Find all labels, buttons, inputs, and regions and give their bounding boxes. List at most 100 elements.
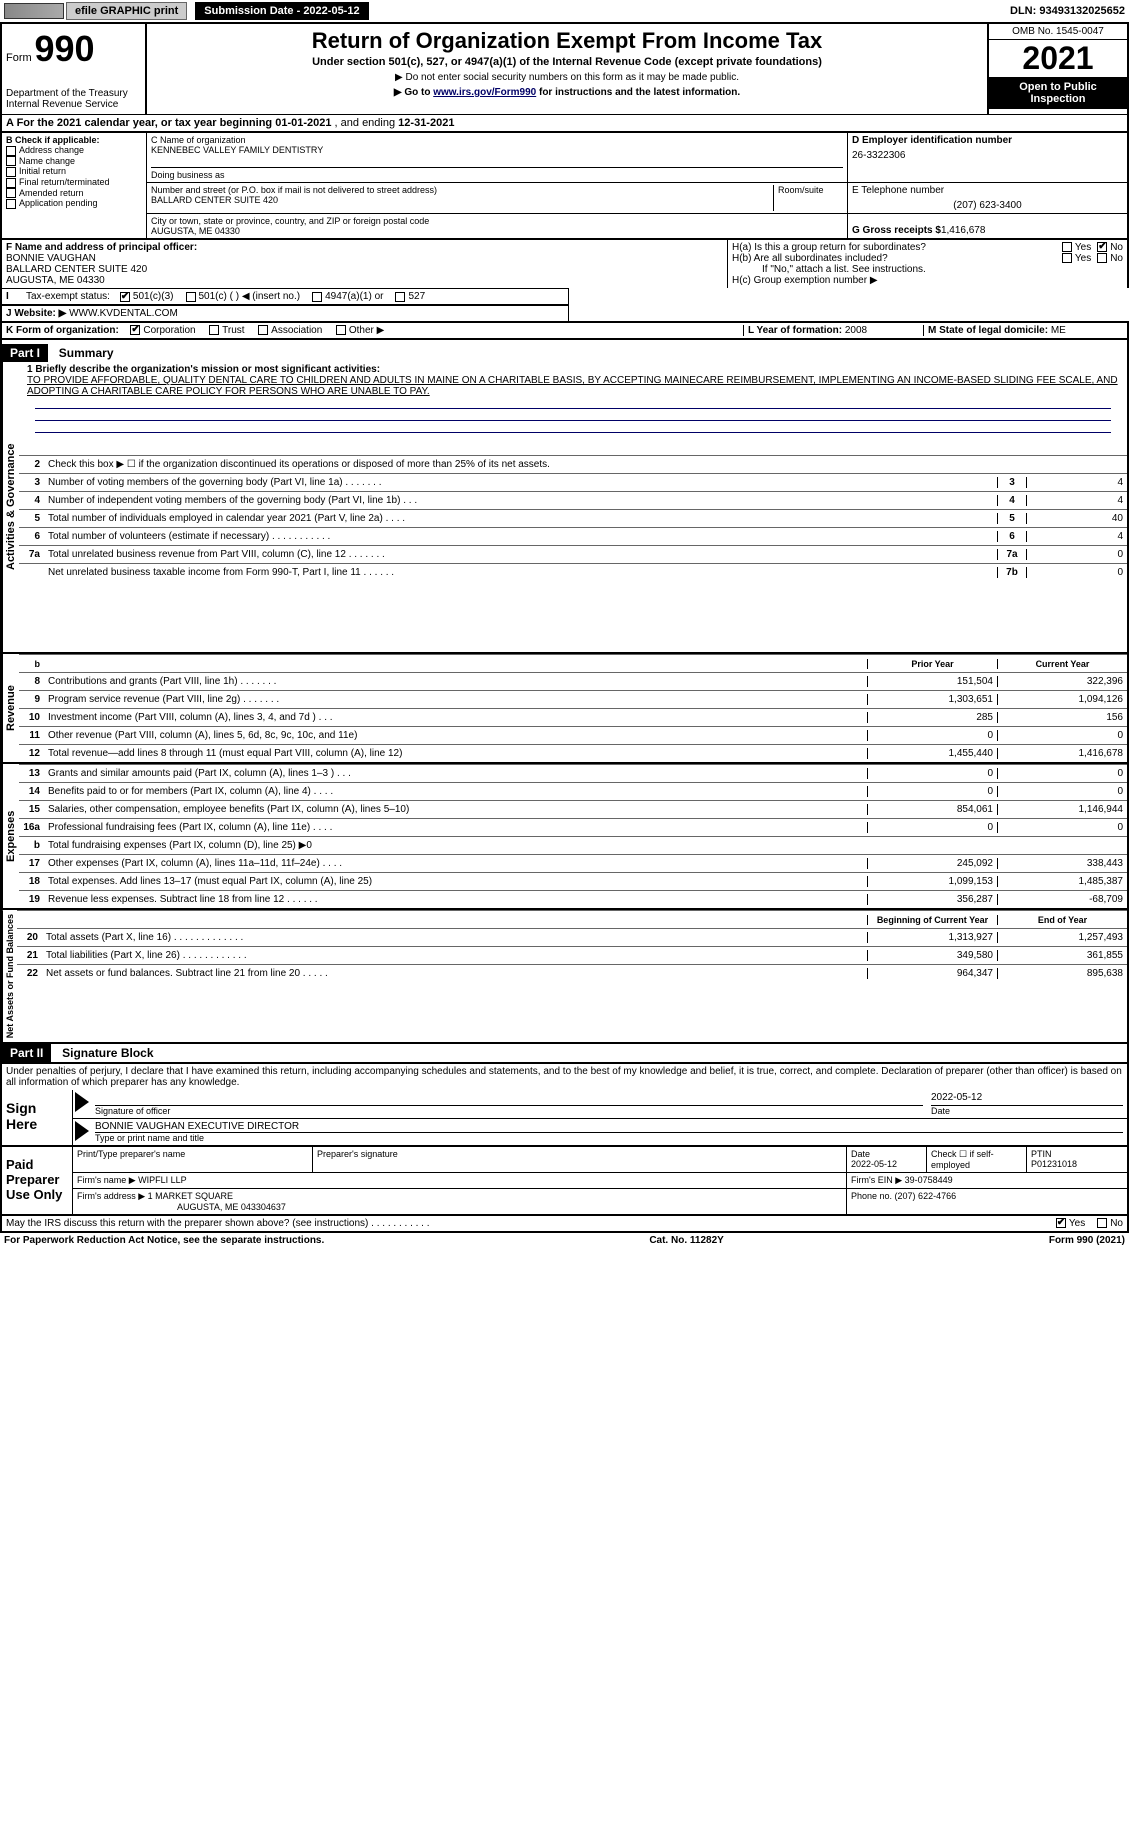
mission-text: TO PROVIDE AFFORDABLE, QUALITY DENTAL CA… xyxy=(27,375,1119,397)
k-assoc[interactable] xyxy=(258,325,268,335)
mission-label: 1 Briefly describe the organization's mi… xyxy=(27,364,380,375)
eoy-hdr: End of Year xyxy=(997,915,1127,925)
addr-label: Number and street (or P.O. box if mail i… xyxy=(151,185,773,195)
prior-year-val: 854,061 xyxy=(867,804,997,815)
city-state-zip: AUGUSTA, ME 04330 xyxy=(151,226,843,236)
i-4947[interactable] xyxy=(312,292,322,302)
summary-line: bTotal fundraising expenses (Part IX, co… xyxy=(19,836,1127,854)
prep-date: 2022-05-12 xyxy=(851,1159,897,1169)
checkif-label: Check ☐ if self-employed xyxy=(927,1147,1027,1172)
blank-line xyxy=(35,409,1111,421)
firm-addr2: AUGUSTA, ME 043304637 xyxy=(77,1202,286,1212)
summary-line: 12Total revenue—add lines 8 through 11 (… xyxy=(19,744,1127,762)
c-name-label: C Name of organization xyxy=(151,135,843,145)
i-527[interactable] xyxy=(395,292,405,302)
k-corp[interactable] xyxy=(130,325,140,335)
street-address: BALLARD CENTER SUITE 420 xyxy=(151,195,773,205)
vtext-gov: Activities & Governance xyxy=(2,362,19,652)
i-label: Tax-exempt status: xyxy=(26,291,110,302)
b-checkbox[interactable] xyxy=(6,146,16,156)
pra-notice: For Paperwork Reduction Act Notice, see … xyxy=(4,1235,324,1246)
hb-note: If "No," attach a list. See instructions… xyxy=(732,264,1123,275)
current-year-val: 156 xyxy=(997,712,1127,723)
line-val: 4 xyxy=(1027,477,1127,488)
form-number: 990 xyxy=(34,28,94,69)
firm-name: WIPFLI LLP xyxy=(138,1175,187,1185)
current-year-val: 0 xyxy=(997,822,1127,833)
vtext-rev: Revenue xyxy=(2,654,19,762)
line-ref: 7b xyxy=(997,567,1027,578)
ssn-note: ▶ Do not enter social security numbers o… xyxy=(151,72,983,83)
print-button[interactable]: efile GRAPHIC print xyxy=(66,2,187,20)
hb-yes[interactable] xyxy=(1062,253,1072,263)
cy-hdr: Current Year xyxy=(997,659,1127,669)
paid-preparer-block: Paid Preparer Use Only Print/Type prepar… xyxy=(0,1147,1129,1216)
b-checkbox[interactable] xyxy=(6,167,16,177)
row-klm: K Form of organization: Corporation Trus… xyxy=(0,321,1129,340)
current-year-val: 1,416,678 xyxy=(997,748,1127,759)
line-ref: 7a xyxy=(997,549,1027,560)
current-year-val: 0 xyxy=(997,730,1127,741)
officer-sig-line xyxy=(95,1092,923,1106)
vtext-net: Net Assets or Fund Balances xyxy=(2,910,17,1042)
ptin: P01231018 xyxy=(1031,1159,1077,1169)
firm-phone: (207) 622-4766 xyxy=(895,1191,957,1201)
line-ref: 6 xyxy=(997,531,1027,542)
k-trust[interactable] xyxy=(209,325,219,335)
vtext-exp: Expenses xyxy=(2,764,19,908)
discuss-no[interactable] xyxy=(1097,1218,1107,1228)
line-val: 0 xyxy=(1027,567,1127,578)
b-checkbox[interactable] xyxy=(6,178,16,188)
prior-year-val: 349,580 xyxy=(867,950,997,961)
b-checkbox[interactable] xyxy=(6,156,16,166)
summary-line: 18Total expenses. Add lines 13–17 (must … xyxy=(19,872,1127,890)
ha-no[interactable] xyxy=(1097,242,1107,252)
j-label: J Website: ▶ xyxy=(6,308,66,319)
current-year-val: 1,485,387 xyxy=(997,876,1127,887)
g-label: G Gross receipts $ xyxy=(852,225,941,236)
officer-addr2: AUGUSTA, ME 04330 xyxy=(6,275,723,286)
discuss-row: May the IRS discuss this return with the… xyxy=(0,1216,1129,1233)
summary-line: 17Other expenses (Part IX, column (A), l… xyxy=(19,854,1127,872)
sig-arrow-icon xyxy=(75,1092,89,1112)
block-bcdeg: B Check if applicable: Address changeNam… xyxy=(0,131,1129,238)
page-footer: For Paperwork Reduction Act Notice, see … xyxy=(0,1233,1129,1248)
discuss-yes[interactable] xyxy=(1056,1218,1066,1228)
prior-year-val: 1,303,651 xyxy=(867,694,997,705)
ha-yes[interactable] xyxy=(1062,242,1072,252)
prepsig-label: Preparer's signature xyxy=(313,1147,847,1172)
prior-year-val: 1,313,927 xyxy=(867,932,997,943)
discuss-label: May the IRS discuss this return with the… xyxy=(6,1218,1056,1229)
k-label: K Form of organization: xyxy=(6,325,119,336)
irs-link[interactable]: www.irs.gov/Form990 xyxy=(433,87,536,98)
part1-expenses: Expenses 13Grants and similar amounts pa… xyxy=(0,762,1129,908)
e-label: E Telephone number xyxy=(852,185,1123,196)
b-checkbox[interactable] xyxy=(6,199,16,209)
summary-line: 11Other revenue (Part VIII, column (A), … xyxy=(19,726,1127,744)
prior-year-val: 356,287 xyxy=(867,894,997,905)
hb-no[interactable] xyxy=(1097,253,1107,263)
current-year-val: 338,443 xyxy=(997,858,1127,869)
firm-addr1: 1 MARKET SQUARE xyxy=(148,1191,233,1201)
officer-addr1: BALLARD CENTER SUITE 420 xyxy=(6,264,723,275)
sign-here-block: Sign Here Signature of officer 2022-05-1… xyxy=(0,1090,1129,1147)
website: WWW.KVDENTAL.COM xyxy=(69,308,178,319)
submission-date: Submission Date - 2022-05-12 xyxy=(195,2,368,20)
line-val: 0 xyxy=(1027,549,1127,560)
part1-hdr: Part I xyxy=(2,344,48,362)
prior-year-val: 245,092 xyxy=(867,858,997,869)
k-other[interactable] xyxy=(336,325,346,335)
i-501c3[interactable] xyxy=(120,292,130,302)
ty-end: 12-31-2021 xyxy=(398,117,454,129)
summary-line: 10Investment income (Part VIII, column (… xyxy=(19,708,1127,726)
gross-receipts: 1,416,678 xyxy=(941,225,986,236)
prior-year-val: 285 xyxy=(867,712,997,723)
current-year-val: 361,855 xyxy=(997,950,1127,961)
line-val: 4 xyxy=(1027,495,1127,506)
dept-treasury: Department of the Treasury xyxy=(6,88,141,99)
line-val: 4 xyxy=(1027,531,1127,542)
i-501c[interactable] xyxy=(186,292,196,302)
b-checkbox[interactable] xyxy=(6,188,16,198)
line-ref: 4 xyxy=(997,495,1027,506)
year-formation: 2008 xyxy=(845,325,867,336)
